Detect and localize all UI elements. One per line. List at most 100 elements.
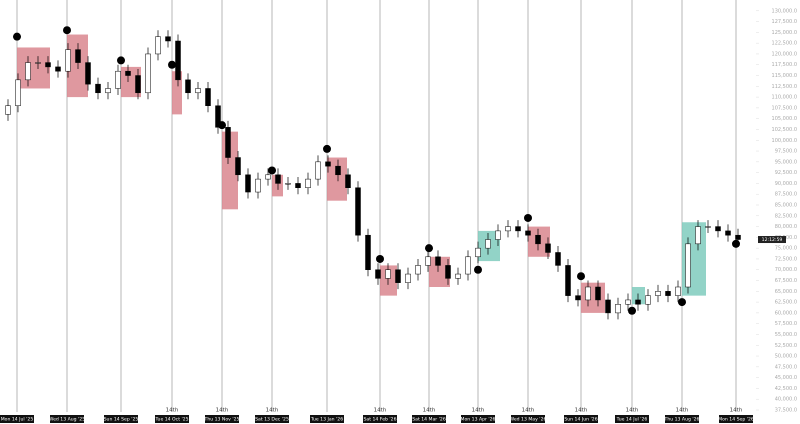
y-tick-label: 130,000.0 <box>772 8 797 14</box>
candle-body <box>315 161 321 180</box>
candle-body <box>75 49 81 63</box>
candle-body <box>605 299 611 314</box>
date-tag <box>310 415 344 423</box>
zone <box>581 282 605 313</box>
candle-body <box>545 243 551 253</box>
candle-body <box>455 273 461 279</box>
y-tick-label: 100,000.0 <box>772 138 797 144</box>
candle-body <box>715 226 721 232</box>
candle-body <box>685 243 691 288</box>
candle-body <box>735 234 741 240</box>
candle-body <box>585 286 591 301</box>
candle-body <box>125 70 131 76</box>
candle-body <box>155 36 161 55</box>
y-tick-label: 95,000.0 <box>775 159 797 165</box>
y-tick-label: 47,500.0 <box>775 364 797 370</box>
candle-body <box>355 187 361 236</box>
date-tag <box>564 415 598 423</box>
signal-dot <box>474 265 482 274</box>
y-tick-label: 72,500.0 <box>775 256 797 262</box>
candle-body <box>205 88 211 106</box>
candle-body <box>335 165 341 176</box>
y-tick-label: 117,500.0 <box>772 62 797 68</box>
candle-body <box>275 174 281 184</box>
candle-body <box>625 299 631 305</box>
candle-body <box>215 105 221 128</box>
candle-body <box>305 178 311 188</box>
day-mark: 14th <box>166 408 179 414</box>
candle-body <box>705 226 711 228</box>
y-tick-label: 52,500.0 <box>775 343 797 349</box>
day-mark: 14th <box>423 408 436 414</box>
candle-body <box>45 62 51 68</box>
y-tick-label: 105,000.0 <box>772 116 797 122</box>
date-tag <box>104 415 138 423</box>
date-tag <box>665 415 699 423</box>
candle-body <box>645 295 651 305</box>
day-mark: 14th <box>522 408 535 414</box>
date-label: Thu 13 Aug '26 <box>664 417 700 423</box>
candle-body <box>55 66 61 72</box>
candle-body <box>425 256 431 266</box>
signal-dot <box>577 272 585 281</box>
y-tick-label: 82,500.0 <box>775 213 797 219</box>
zone <box>327 157 347 201</box>
day-mark: 14th <box>374 408 387 414</box>
date-label: Tue 13 Jan '26 <box>310 417 343 423</box>
candle-body <box>465 256 471 275</box>
signal-dot <box>218 121 226 130</box>
y-tick-label: 60,000.0 <box>775 310 797 316</box>
y-tick-label: 112,500.0 <box>772 84 797 90</box>
date-tag <box>205 415 239 423</box>
y-tick-label: 55,000.0 <box>775 332 797 338</box>
signal-dot <box>13 32 21 41</box>
candle-body <box>15 79 21 106</box>
y-tick-label: 115,000.0 <box>772 73 797 79</box>
candle-body <box>445 265 451 279</box>
day-mark: 14th <box>216 408 229 414</box>
y-tick-label: 50,000.0 <box>775 354 797 360</box>
day-mark: 14th <box>472 408 485 414</box>
candle-body <box>515 226 521 232</box>
y-tick-label: 92,500.0 <box>775 170 797 176</box>
y-tick-label: 75,000.0 <box>775 246 797 252</box>
candle-body <box>295 183 301 188</box>
y-tick-label: 127,500.0 <box>772 19 797 25</box>
y-tick-label: 122,500.0 <box>772 41 797 47</box>
candle-body <box>415 265 421 275</box>
y-tick-label: 45,000.0 <box>775 375 797 381</box>
zone <box>272 174 283 197</box>
signal-dot <box>63 26 71 35</box>
y-tick-label: 125,000.0 <box>772 30 797 36</box>
candle-body <box>105 88 111 94</box>
zone <box>380 265 397 296</box>
signal-dot <box>168 60 176 69</box>
date-label: Mon 14 Jul '25 <box>1 417 34 423</box>
candle-body <box>385 269 391 279</box>
y-tick-label: 102,500.0 <box>772 127 797 133</box>
candle-body <box>85 62 91 85</box>
candle-body <box>165 36 171 42</box>
day-mark: 14th <box>626 408 639 414</box>
candle-body <box>5 105 11 115</box>
day-mark: 14th <box>730 408 743 414</box>
candle-body <box>505 226 511 232</box>
day-mark: 14th <box>676 408 689 414</box>
y-tick-label: 42,500.0 <box>775 386 797 392</box>
candle-body <box>25 62 31 81</box>
y-tick-label: 70,000.0 <box>775 267 797 273</box>
candle-body <box>225 127 231 158</box>
candle-body <box>265 174 271 180</box>
candle-body <box>655 291 661 296</box>
date-label: Sun 14 Jun '26 <box>564 417 597 423</box>
candle-body <box>95 83 101 94</box>
candle-body <box>485 239 491 249</box>
current-label: 12:12:59 <box>762 237 783 243</box>
candle-body <box>235 157 241 176</box>
day-mark: 14th <box>575 408 588 414</box>
y-tick-label: 90,000.0 <box>775 181 797 187</box>
date-label: Sat 14 Mar '26 <box>412 417 446 423</box>
candle-body <box>665 291 671 296</box>
date-tag <box>0 415 34 423</box>
